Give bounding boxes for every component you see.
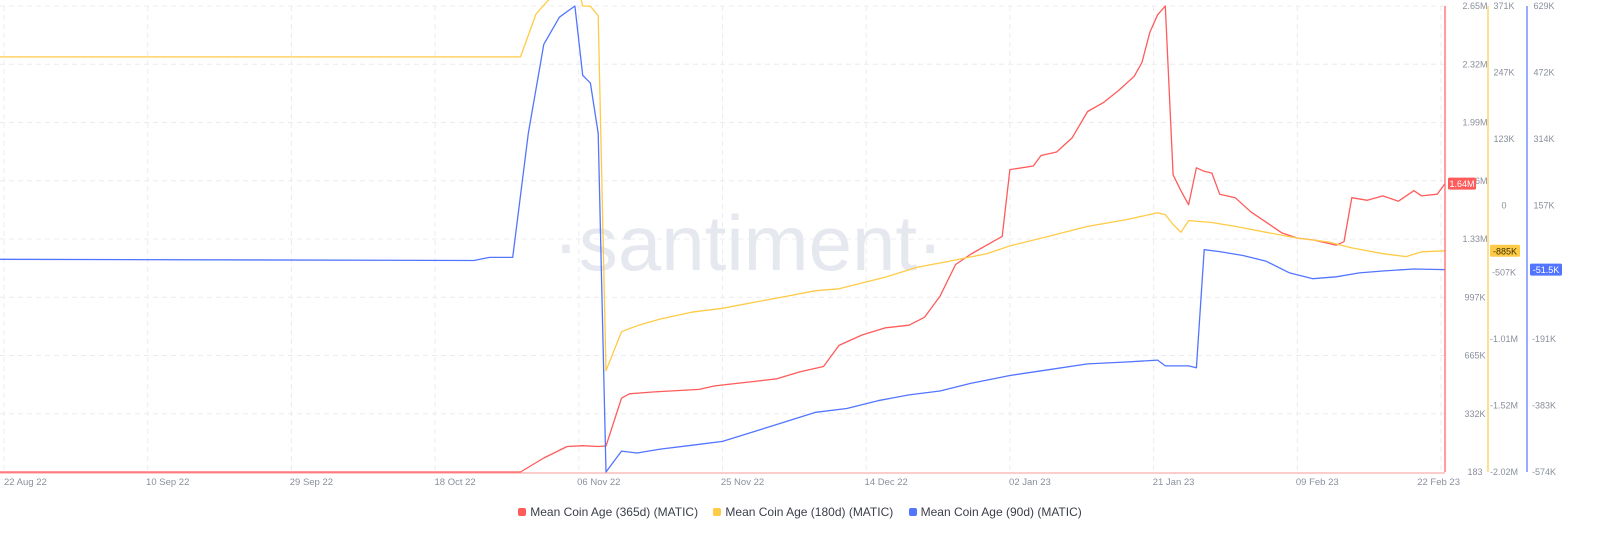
y-tick-label-s180: -2.02M bbox=[1490, 467, 1518, 477]
legend-swatch-90d bbox=[908, 508, 917, 516]
legend: Mean Coin Age (365d) (MATIC) Mean Coin A… bbox=[0, 505, 1600, 519]
y-tick-label-s365: 332K bbox=[1464, 409, 1485, 419]
legend-item-180d[interactable]: Mean Coin Age (180d) (MATIC) bbox=[713, 505, 893, 519]
series-line-s365 bbox=[0, 5, 1446, 473]
y-tick-label-s365: 2.32M bbox=[1462, 59, 1487, 69]
current-badge-s90 bbox=[1530, 263, 1562, 276]
y-tick-label-s180: -507K bbox=[1492, 267, 1516, 277]
axis-layer: 22 Aug 22 10 Sep 22 29 Sep 22 18 Oct 22 06 N… bbox=[0, 1, 1562, 488]
y-tick-label-s365: 183 bbox=[1467, 467, 1482, 477]
current-badge-s365 bbox=[1448, 177, 1476, 190]
x-tick-label: 25 Nov 22 bbox=[721, 477, 764, 488]
y-tick-label-s365: 2.65M bbox=[1462, 1, 1487, 11]
series-layer bbox=[0, 0, 1446, 473]
y-tick-label-s90: 314K bbox=[1533, 134, 1554, 144]
x-tick-label: 02 Jan 23 bbox=[1009, 477, 1051, 488]
y-tick-label-s180: -1.52M bbox=[1490, 400, 1518, 410]
legend-swatch-180d bbox=[713, 508, 722, 516]
x-tick-label: 18 Oct 22 bbox=[434, 477, 475, 488]
x-tick-label: 06 Nov 22 bbox=[577, 477, 620, 488]
y-tick-label-s180: 0 bbox=[1501, 201, 1506, 211]
legend-label-365d: Mean Coin Age (365d) (MATIC) bbox=[530, 505, 699, 519]
current-badge-label-s365: 1.64M bbox=[1449, 179, 1474, 189]
legend-item-90d[interactable]: Mean Coin Age (90d) (MATIC) bbox=[908, 505, 1082, 519]
x-tick-label: 22 Aug 22 bbox=[4, 477, 47, 488]
series-line-s90 bbox=[0, 5, 1446, 473]
current-badge-label-s180: -885K bbox=[1493, 246, 1517, 256]
y-tick-label-s180: 371K bbox=[1493, 1, 1514, 11]
y-tick-label-s365: 997K bbox=[1464, 292, 1485, 302]
x-tick-label: 29 Sep 22 bbox=[290, 477, 333, 488]
y-tick-label-s90: -191K bbox=[1532, 334, 1556, 344]
y-tick-label-s180: 247K bbox=[1493, 68, 1514, 78]
y-tick-label-s90: -383K bbox=[1532, 400, 1556, 410]
x-tick-label: 09 Feb 23 bbox=[1296, 477, 1339, 488]
legend-label-90d: Mean Coin Age (90d) (MATIC) bbox=[920, 505, 1082, 519]
current-badge-s180 bbox=[1490, 244, 1520, 257]
y-tick-label-s365: 665K bbox=[1464, 351, 1485, 361]
legend-label-180d: Mean Coin Age (180d) (MATIC) bbox=[725, 505, 894, 519]
x-tick-label: 14 Dec 22 bbox=[865, 477, 908, 488]
y-tick-label-s365: 1.99M bbox=[1462, 118, 1487, 128]
legend-swatch-365d bbox=[518, 508, 527, 516]
legend-item-365d[interactable]: Mean Coin Age (365d) (MATIC) bbox=[518, 505, 698, 519]
x-tick-label: 22 Feb 23 bbox=[1417, 477, 1460, 488]
x-tick-label: 10 Sep 22 bbox=[146, 477, 189, 488]
series-line-s180 bbox=[0, 0, 1446, 372]
y-tick-label-s90: 472K bbox=[1533, 68, 1554, 78]
x-tick-label: 21 Jan 23 bbox=[1153, 477, 1195, 488]
y-tick-label-s90: 629K bbox=[1533, 1, 1554, 11]
y-tick-label-s90: 157K bbox=[1533, 201, 1554, 211]
watermark: ·santiment· bbox=[553, 199, 943, 287]
y-tick-label-s90: -574K bbox=[1532, 467, 1556, 477]
y-tick-label-s365: 1.33M bbox=[1462, 234, 1487, 244]
current-badge-label-s90: -51.5K bbox=[1533, 265, 1560, 275]
y-tick-label-s180: -1.01M bbox=[1490, 334, 1518, 344]
y-tick-label-s180: 123K bbox=[1493, 134, 1514, 144]
grid-layer bbox=[0, 5, 1445, 472]
